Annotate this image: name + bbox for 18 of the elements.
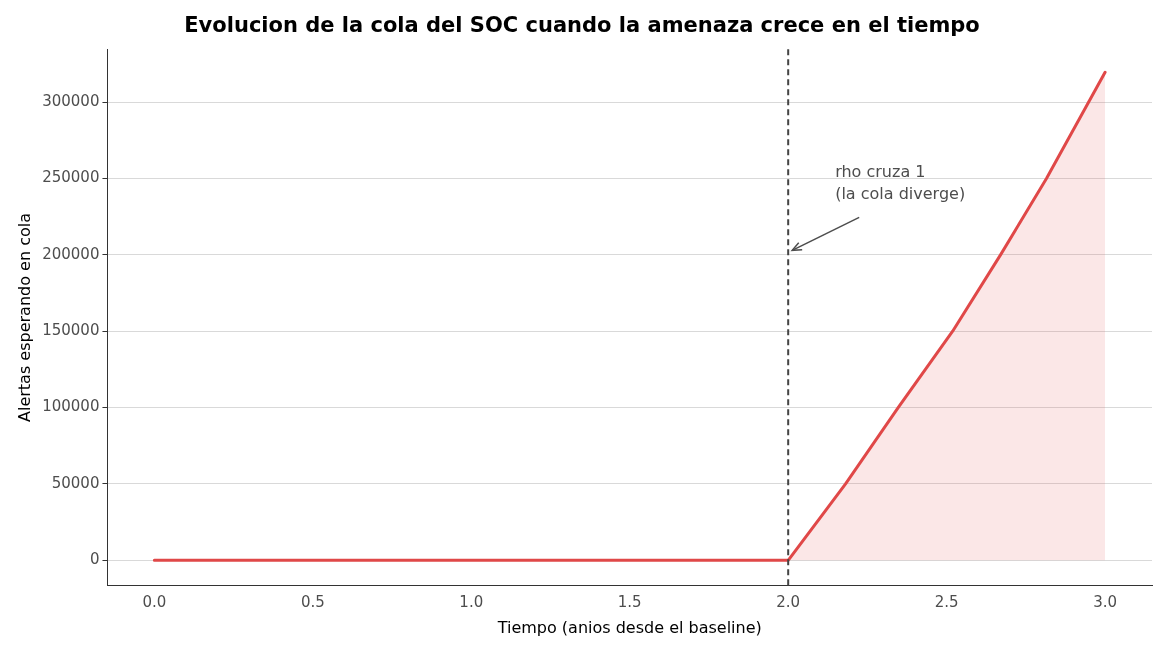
x-tick-label: 2.5 [934, 592, 959, 611]
y-tick-label: 100000 [42, 397, 100, 416]
y-axis-title: Alertas esperando en cola [14, 213, 34, 422]
x-tick-label: 0.0 [142, 592, 167, 611]
x-tick-label: 2.0 [776, 592, 801, 611]
y-tick-label: 250000 [42, 168, 100, 187]
x-tick-label: 1.0 [459, 592, 484, 611]
y-tick-label: 200000 [42, 244, 100, 263]
x-tick-label: 1.5 [617, 592, 642, 611]
x-axis-title: Tiempo (anios desde el baseline) [496, 617, 762, 637]
annotation: rho cruza 1 (la cola diverge) [835, 162, 966, 204]
x-tick-label: 0.5 [300, 592, 325, 611]
chart-title: Evolucion de la cola del SOC cuando la amenaza crece en el tiempo [184, 13, 980, 38]
y-tick-label: 150000 [42, 321, 100, 340]
x-tick-label: 3.0 [1093, 592, 1118, 611]
y-tick-label: 0 [89, 550, 100, 569]
y-tick-label: 50000 [51, 473, 100, 492]
y-tick-label: 300000 [42, 92, 100, 111]
